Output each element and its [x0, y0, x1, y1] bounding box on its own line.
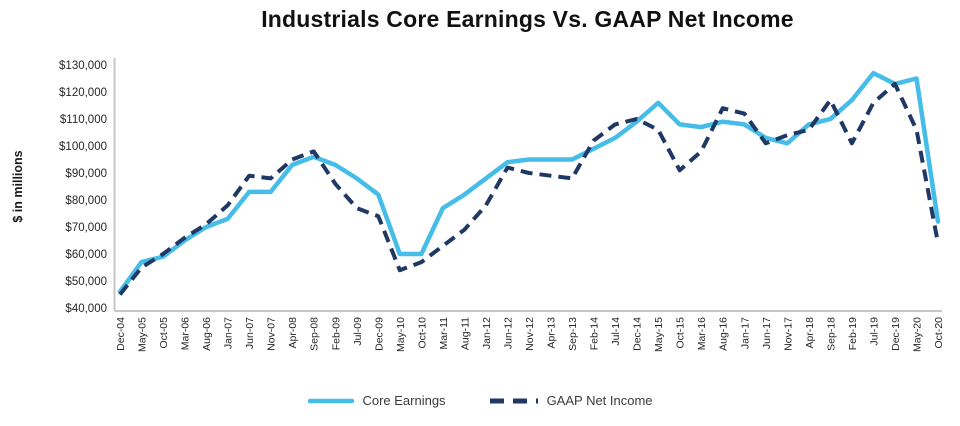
- x-axis-tick-label: Jun-12: [502, 317, 514, 349]
- x-axis-tick-label: Oct-05: [158, 317, 170, 349]
- x-axis-tick-label: Dec-14: [632, 317, 644, 351]
- y-axis-tick-label: $90,000: [65, 168, 107, 180]
- y-axis-tick-label: $40,000: [65, 303, 107, 315]
- legend-item-gaap-net-income: GAAP Net Income: [488, 393, 653, 408]
- x-axis-tick-label: Dec-19: [890, 317, 902, 351]
- legend-label-core-earnings: Core Earnings: [362, 393, 446, 408]
- y-axis-tick-label: $130,000: [59, 60, 107, 72]
- x-axis-tick-label: Aug-06: [201, 317, 213, 351]
- x-axis-tick-label: Sep-18: [825, 317, 837, 351]
- x-axis-tick-label: Jul-09: [352, 317, 364, 346]
- y-axis-tick-label: $100,000: [59, 141, 107, 153]
- x-axis-tick-label: Jan-17: [739, 317, 751, 349]
- x-axis-tick-label: Feb-19: [847, 317, 859, 350]
- x-axis-tick-label: Jan-12: [481, 317, 493, 349]
- x-axis-tick-label: Jun-07: [244, 317, 256, 349]
- x-axis-tick-label: Feb-14: [589, 317, 601, 350]
- legend: Core Earnings GAAP Net Income: [0, 393, 960, 408]
- y-axis-tick-label: $110,000: [60, 114, 107, 126]
- x-axis-tick-label: Mar-06: [180, 317, 192, 350]
- y-axis-tick-label: $60,000: [65, 249, 107, 261]
- series-line-core-earnings: [117, 70, 941, 295]
- x-axis-tick-label: Dec-09: [373, 317, 385, 351]
- x-axis-tick-label: Apr-08: [287, 317, 299, 349]
- x-axis-tick-label: May-15: [653, 317, 665, 352]
- x-axis-tick-label: Jul-14: [610, 317, 622, 346]
- x-axis-tick-label: Jul-19: [868, 317, 880, 346]
- x-axis-tick-label: Nov-17: [782, 317, 794, 351]
- x-axis-tick-label: Feb-09: [330, 317, 342, 350]
- y-axis-title: $ in millions: [11, 150, 25, 222]
- x-axis-tick-label: Jan-07: [223, 317, 235, 349]
- x-axis-tick-label: Nov-07: [266, 317, 278, 351]
- x-axis-tick-label: Aug-16: [718, 317, 730, 351]
- x-axis-tick-label: Oct-20: [933, 317, 945, 349]
- y-axis-tick-label: $50,000: [65, 276, 107, 288]
- legend-item-core-earnings: Core Earnings: [307, 393, 446, 408]
- x-axis-tick-label: Oct-10: [416, 317, 428, 349]
- x-axis-tick-label: May-20: [911, 317, 923, 352]
- series-line-gaap-net-income: [118, 81, 940, 296]
- x-axis-tick-label: Jun-17: [761, 317, 773, 349]
- x-axis-tick-label: Aug-11: [459, 317, 471, 350]
- x-axis-tick-label: Dec-04: [115, 317, 127, 351]
- legend-label-gaap-net-income: GAAP Net Income: [546, 393, 653, 408]
- dashed-line-swatch-icon: [489, 398, 538, 403]
- y-axis-tick-label: $80,000: [65, 195, 107, 207]
- x-axis-tick-label: Apr-18: [804, 317, 816, 349]
- x-axis-tick-label: May-05: [137, 317, 149, 352]
- x-axis-tick-label: Sep-08: [309, 317, 321, 351]
- x-axis-tick-label: May-10: [395, 317, 407, 352]
- x-axis-tick-label: Oct-15: [675, 317, 687, 349]
- x-axis-tick-label: Mar-11: [438, 317, 450, 350]
- y-axis-tick-label: $120,000: [59, 87, 107, 99]
- solid-line-swatch-icon: [308, 398, 355, 403]
- x-axis-tick-label: Mar-16: [696, 317, 708, 350]
- y-axis-tick-label: $70,000: [65, 222, 107, 234]
- chart-title: Industrials Core Earnings Vs. GAAP Net I…: [261, 6, 794, 32]
- x-axis-tick-label: Nov-12: [524, 317, 536, 351]
- x-axis-tick-label: Sep-13: [567, 317, 579, 351]
- x-axis-tick-label: Apr-13: [546, 317, 558, 349]
